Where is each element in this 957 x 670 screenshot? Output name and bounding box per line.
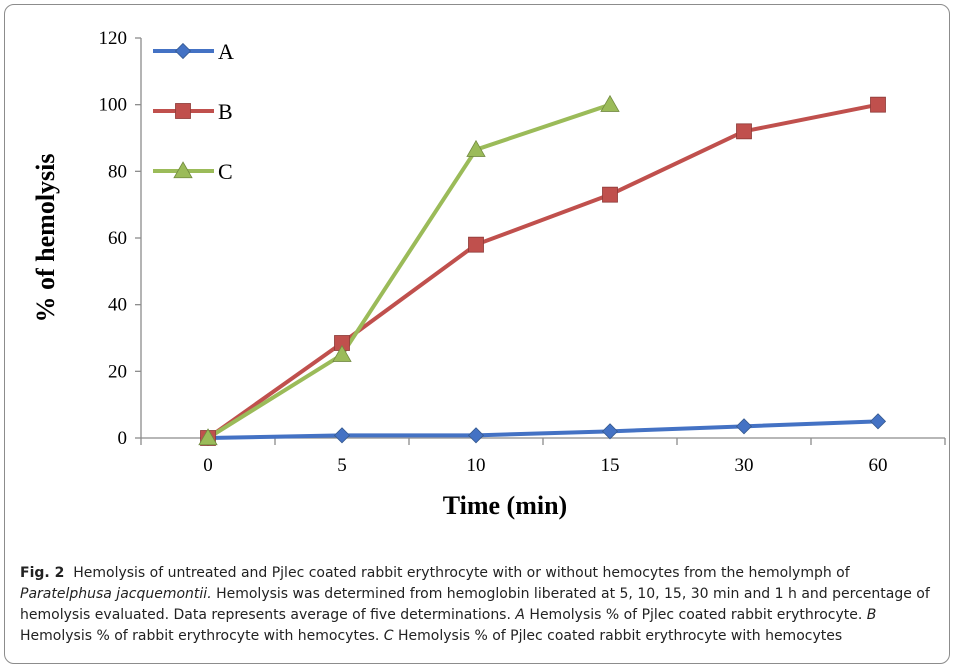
x-tick-label: 10 [467, 455, 486, 476]
legend-label-c: C [218, 159, 233, 184]
chart-axes: 0 20 40 60 80 100 120 0 5 10 15 30 60 [99, 28, 946, 476]
caption-key-a: A [515, 607, 525, 623]
data-point-b [602, 186, 618, 203]
caption-key-c: C [383, 628, 394, 644]
legend-marker-a [174, 42, 192, 60]
figure-frame [4, 4, 950, 664]
y-tick-label: 20 [108, 361, 127, 382]
x-tick-label: 60 [869, 455, 888, 476]
data-point-c [600, 94, 620, 112]
y-tick-label: 100 [99, 95, 128, 116]
data-point-b [468, 236, 484, 253]
caption-species: Paratelphusa jacquemontii. [20, 586, 212, 602]
series-line-b [206, 102, 879, 440]
caption-text-c: Hemolysis % of Pjlec coated rabbit eryth… [393, 628, 843, 644]
series-line-c [206, 102, 611, 440]
chart-legend: A B C [153, 39, 234, 184]
series-markers [198, 94, 887, 447]
legend-label-a: A [218, 39, 234, 64]
y-tick-label: 40 [108, 295, 127, 316]
x-tick-label: 5 [337, 455, 347, 476]
caption-text-b: Hemolysis % of rabbit erythrocyte with h… [20, 628, 384, 644]
caption-text-2: Hemolysis was determined from hemoglobin… [20, 586, 930, 623]
caption-key-b: B [866, 607, 877, 623]
x-tick-label: 15 [601, 455, 620, 476]
data-point-a [467, 427, 485, 444]
y-tick-label: 0 [118, 428, 128, 449]
caption-text-1: Hemolysis of untreated and Pjlec coated … [73, 565, 850, 581]
data-point-b [870, 96, 886, 113]
y-tick-label: 80 [108, 161, 127, 182]
legend-marker-c [173, 161, 193, 179]
series-lines [206, 102, 879, 440]
data-point-a [735, 418, 753, 435]
data-point-c [466, 139, 486, 157]
legend-label-b: B [218, 99, 233, 124]
y-tick-label: 120 [99, 28, 128, 49]
caption-text-a: Hemolysis % of Pjlec coated rabbit eryth… [524, 607, 867, 623]
series-line-a [207, 419, 879, 440]
data-point-c [332, 344, 352, 362]
x-tick-label: 30 [735, 455, 754, 476]
y-tick-label: 60 [108, 228, 127, 249]
x-tick-label: 0 [203, 455, 213, 476]
hemolysis-line-chart: 0 20 40 60 80 100 120 0 5 10 15 30 60 A B C % of hemol… [31, 28, 946, 520]
figure-label: Fig. 2 [20, 565, 65, 581]
data-point-a [601, 423, 619, 440]
x-axis-title: Time (min) [443, 491, 567, 520]
data-point-b [736, 123, 752, 140]
figure-caption: Fig. 2 Hemolysis of untreated and Pjlec … [20, 563, 938, 647]
data-point-c [198, 428, 218, 446]
data-point-a [869, 413, 887, 430]
legend-marker-b [175, 103, 191, 119]
data-point-a [333, 427, 351, 444]
y-axis-title: % of hemolysis [31, 154, 60, 323]
